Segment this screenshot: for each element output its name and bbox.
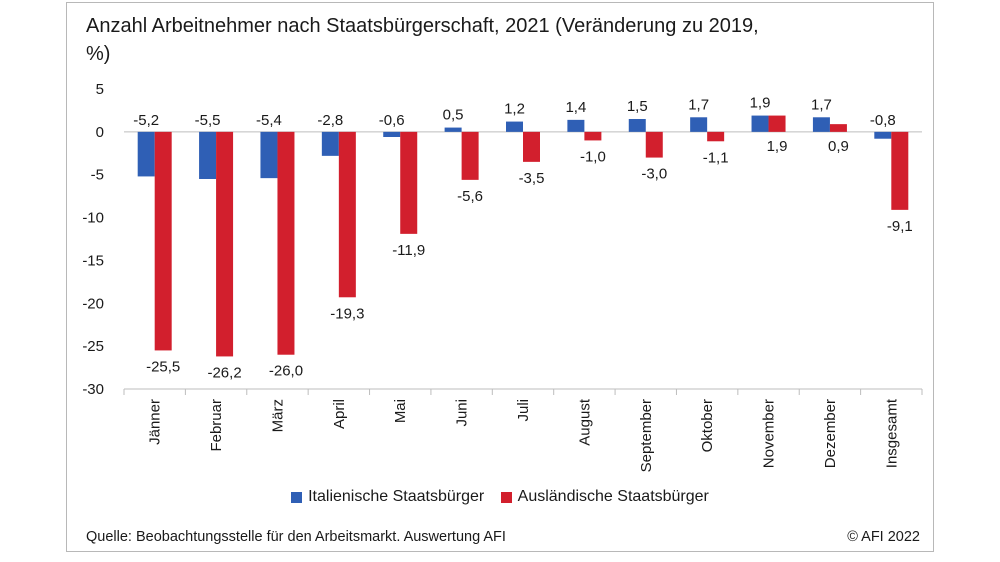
bar-italian xyxy=(874,131,892,139)
x-tick-label: Juni xyxy=(454,399,471,427)
bar-foreign xyxy=(154,131,172,351)
bar-foreign xyxy=(400,131,418,234)
bar-foreign xyxy=(461,131,479,180)
x-tick-label: August xyxy=(576,398,593,446)
data-label: -25,5 xyxy=(146,358,180,375)
bar-foreign xyxy=(891,131,909,210)
y-tick-label: -30 xyxy=(82,381,104,398)
chart-frame xyxy=(66,2,934,552)
x-tick-label: Oktober xyxy=(699,399,716,452)
copyright-note: © AFI 2022 xyxy=(847,529,920,545)
data-label: -5,4 xyxy=(256,112,282,129)
x-tick-label: Februar xyxy=(208,399,225,452)
data-label: 1,4 xyxy=(565,99,586,116)
legend-label-foreign: Ausländische Staatsbürger xyxy=(517,488,709,505)
y-tick-label: -5 xyxy=(91,167,104,184)
y-tick-label: 0 xyxy=(96,124,104,141)
bar-foreign xyxy=(645,131,663,158)
data-label: -0,8 xyxy=(870,112,896,129)
y-tick-label: -10 xyxy=(82,210,104,227)
data-label: 1,9 xyxy=(750,95,771,112)
x-tick-label: Dezember xyxy=(822,399,839,468)
bar-italian xyxy=(383,131,401,137)
bar-foreign xyxy=(584,131,602,141)
y-tick-label: 5 xyxy=(96,81,104,98)
bar-italian xyxy=(260,131,278,179)
bar-italian xyxy=(751,115,769,132)
legend-item-italian: Italienische Staatsbürger xyxy=(291,488,484,506)
data-label: -26,2 xyxy=(207,364,241,381)
data-label: -9,1 xyxy=(887,218,913,235)
legend-swatch-foreign xyxy=(500,491,512,503)
data-label: -1,0 xyxy=(580,148,606,165)
data-label: 1,7 xyxy=(688,96,709,113)
legend-item-foreign: Ausländische Staatsbürger xyxy=(500,488,709,506)
bar-foreign xyxy=(338,131,356,298)
x-tick-label: November xyxy=(761,399,778,468)
bar-italian xyxy=(567,119,585,132)
bar-italian xyxy=(444,127,462,132)
bar-italian xyxy=(199,131,217,179)
x-tick-label: Jänner xyxy=(147,399,164,445)
y-tick-label: -25 xyxy=(82,338,104,355)
data-label: -26,0 xyxy=(269,363,303,380)
bar-italian xyxy=(628,119,646,132)
data-label: 1,2 xyxy=(504,101,525,118)
chart-title: Anzahl Arbeitnehmer nach Staatsbürgersch… xyxy=(86,15,759,65)
x-tick-label: April xyxy=(331,399,348,429)
data-label: -3,0 xyxy=(641,166,667,183)
bar-foreign xyxy=(829,124,847,132)
bar-foreign xyxy=(768,115,786,132)
x-tick-label: März xyxy=(269,399,286,432)
bar-italian xyxy=(812,117,830,132)
data-label: 0,9 xyxy=(828,138,849,155)
bar-foreign xyxy=(707,131,725,142)
x-tick-label: September xyxy=(638,399,655,472)
data-label: 1,7 xyxy=(811,96,832,113)
bar-foreign xyxy=(216,131,234,357)
legend-swatch-italian xyxy=(291,491,303,503)
y-tick-label: -20 xyxy=(82,295,104,312)
bar-italian xyxy=(690,117,708,132)
y-tick-label: -15 xyxy=(82,252,104,269)
data-label: -5,2 xyxy=(133,112,159,129)
legend-label-italian: Italienische Staatsbürger xyxy=(308,488,485,505)
bar-foreign xyxy=(523,131,540,162)
source-note: Quelle: Beobachtungsstelle für den Arbei… xyxy=(86,529,506,545)
data-label: -5,6 xyxy=(457,188,483,205)
data-label: -1,1 xyxy=(703,149,729,166)
data-label: -19,3 xyxy=(330,305,364,322)
data-label: -0,6 xyxy=(379,112,405,129)
x-tick-label: Insgesamt xyxy=(883,398,900,468)
x-tick-label: Juli xyxy=(515,399,532,422)
data-label: -5,5 xyxy=(195,112,221,129)
data-label: -3,5 xyxy=(519,170,545,187)
bar-italian xyxy=(321,131,339,156)
bar-foreign xyxy=(277,131,295,355)
data-label: 1,9 xyxy=(767,138,788,155)
bar-italian xyxy=(137,131,155,177)
bar-italian xyxy=(506,121,523,132)
x-tick-label: Mai xyxy=(392,399,409,423)
data-label: 0,5 xyxy=(443,107,464,124)
chart-legend: Italienische Staatsbürger Ausländische S… xyxy=(0,488,1000,508)
data-label: -11,9 xyxy=(392,242,425,259)
data-label: -2,8 xyxy=(317,112,343,129)
data-label: 1,5 xyxy=(627,98,648,115)
